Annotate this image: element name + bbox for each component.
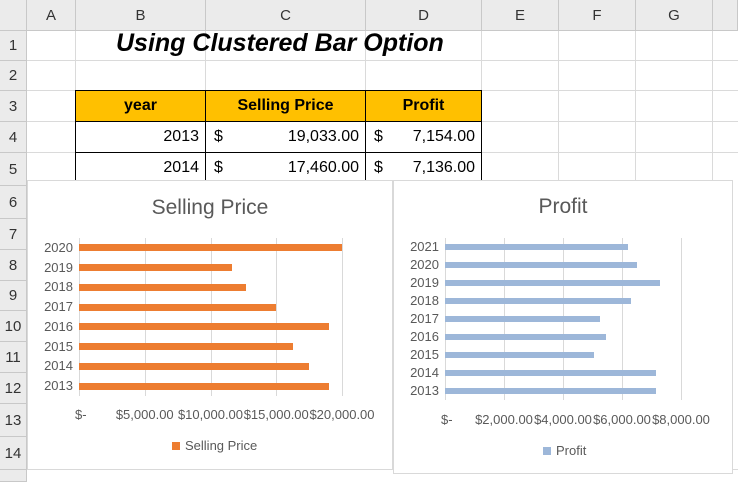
bar-2013[interactable] [445, 388, 657, 394]
bar-2020[interactable] [79, 244, 342, 252]
x-tick-label: $20,000.00 [309, 407, 375, 422]
legend-label: Selling Price [185, 438, 258, 453]
y-tick-label: 2017 [410, 311, 439, 326]
bar-2015[interactable] [445, 352, 594, 358]
column-header-e[interactable]: E [482, 0, 559, 31]
chart-title[interactable]: Selling Price [151, 196, 269, 219]
bar-2013[interactable] [79, 382, 330, 390]
gridline [27, 60, 738, 61]
bar-2015[interactable] [79, 343, 294, 351]
y-tick-label: 2016 [410, 329, 439, 344]
bar-2017[interactable] [445, 316, 600, 322]
y-tick-label: 2013 [410, 383, 439, 398]
x-tick-label: $4,000.00 [534, 412, 592, 427]
profit-chart[interactable]: Profit $- $2,000.00 $4,000.00 $6,000.00 $8,0… [393, 180, 733, 474]
sheet-title[interactable]: Using Clustered Bar Option [116, 29, 444, 57]
gridline [635, 31, 636, 186]
chart-legend[interactable]: Profit [543, 443, 586, 458]
column-header-g[interactable]: G [636, 0, 713, 31]
y-tick-label: 2015 [410, 347, 439, 362]
gridline [276, 238, 278, 396]
row-header-9[interactable]: 9 [0, 281, 27, 311]
header-selling-price[interactable]: Selling Price [205, 90, 366, 122]
header-profit[interactable]: Profit [365, 90, 482, 122]
y-tick-label: 2016 [44, 318, 73, 334]
row-header-6[interactable]: 6 [0, 186, 27, 219]
row-header-7[interactable]: 7 [0, 219, 27, 250]
gridline [144, 238, 146, 396]
bar-2019[interactable] [79, 264, 232, 272]
row-header-13[interactable]: 13 [0, 404, 27, 437]
x-tick-label: $5,000.00 [115, 407, 174, 422]
gridline [342, 238, 343, 396]
bar-2016[interactable] [79, 323, 329, 331]
y-tick-label: 2020 [410, 257, 439, 272]
gridline [712, 31, 713, 186]
bar-2018[interactable] [445, 298, 631, 304]
legend-swatch [172, 441, 180, 450]
gridline [210, 238, 212, 396]
gridline [79, 238, 80, 396]
y-tick-label: 2015 [44, 338, 73, 354]
y-tick-label: 2018 [44, 279, 73, 295]
column-header-h[interactable] [713, 0, 738, 31]
y-tick-label: 2019 [410, 275, 439, 290]
legend-swatch [543, 446, 551, 455]
column-header-d[interactable]: D [366, 0, 482, 31]
bar-2014[interactable] [79, 362, 309, 370]
y-tick-label: 2013 [44, 378, 73, 394]
plot-area[interactable]: $- $5,000.00 $10,000.00 $15,000.00 $20,000.0… [28, 181, 392, 469]
row-header-1[interactable]: 1 [0, 31, 27, 61]
y-tick-label: 2020 [44, 239, 73, 255]
row-header-8[interactable]: 8 [0, 250, 27, 281]
y-tick-label: 2014 [44, 358, 73, 374]
gridline [681, 238, 682, 400]
legend-label: Profit [556, 443, 587, 458]
y-tick-label: 2019 [44, 259, 73, 275]
select-all-corner[interactable] [0, 0, 27, 31]
y-tick-label: 2014 [410, 365, 439, 380]
bar-2020[interactable] [445, 262, 637, 268]
row-header-2[interactable]: 2 [0, 61, 27, 91]
bar-2016[interactable] [445, 334, 606, 340]
y-tick-label: 2017 [44, 299, 73, 315]
column-header-b[interactable]: B [76, 0, 206, 31]
header-year[interactable]: year [75, 90, 206, 122]
cell-price[interactable]: $19,033.00 [205, 122, 366, 153]
row-header-3[interactable]: 3 [0, 91, 27, 122]
column-header-f[interactable]: F [559, 0, 636, 31]
column-header-a[interactable]: A [27, 0, 76, 31]
chart-title[interactable]: Profit [538, 195, 588, 218]
chart-legend[interactable]: Selling Price [172, 438, 257, 453]
gridline [622, 238, 623, 400]
bar-2019[interactable] [445, 280, 661, 286]
row-header-15[interactable] [0, 470, 27, 482]
row-header-10[interactable]: 10 [0, 311, 27, 342]
bar-2014[interactable] [445, 370, 656, 376]
bar-2017[interactable] [79, 303, 277, 311]
x-tick-label: $8,000.00 [652, 412, 710, 427]
plot-area[interactable]: $- $2,000.00 $4,000.00 $6,000.00 $8,000.00 20… [394, 181, 732, 473]
x-tick-label: $10,000.00 [177, 407, 244, 422]
x-tick-label: $15,000.00 [243, 407, 309, 422]
x-tick-label: $6,000.00 [593, 412, 651, 427]
x-tick-label: $2,000.00 [475, 412, 533, 427]
row-header-14[interactable]: 14 [0, 437, 27, 470]
cell-profit[interactable]: $7,154.00 [365, 122, 482, 153]
gridline [558, 31, 559, 186]
y-tick-label: 2018 [410, 293, 439, 308]
bar-2021[interactable] [445, 244, 628, 250]
x-tick-label: $- [75, 407, 87, 422]
bar-2018[interactable] [79, 283, 246, 291]
x-tick-label: $- [441, 412, 453, 427]
selling-price-chart[interactable]: Selling Price $- $5,000.00 $10,000.00 $15,0… [27, 180, 393, 470]
cell-year[interactable]: 2013 [75, 122, 206, 153]
y-tick-label: 2021 [410, 239, 439, 254]
row-header-5[interactable]: 5 [0, 153, 27, 186]
column-header-c[interactable]: C [206, 0, 366, 31]
row-header-12[interactable]: 12 [0, 373, 27, 404]
row-header-4[interactable]: 4 [0, 122, 27, 153]
row-header-11[interactable]: 11 [0, 342, 27, 373]
